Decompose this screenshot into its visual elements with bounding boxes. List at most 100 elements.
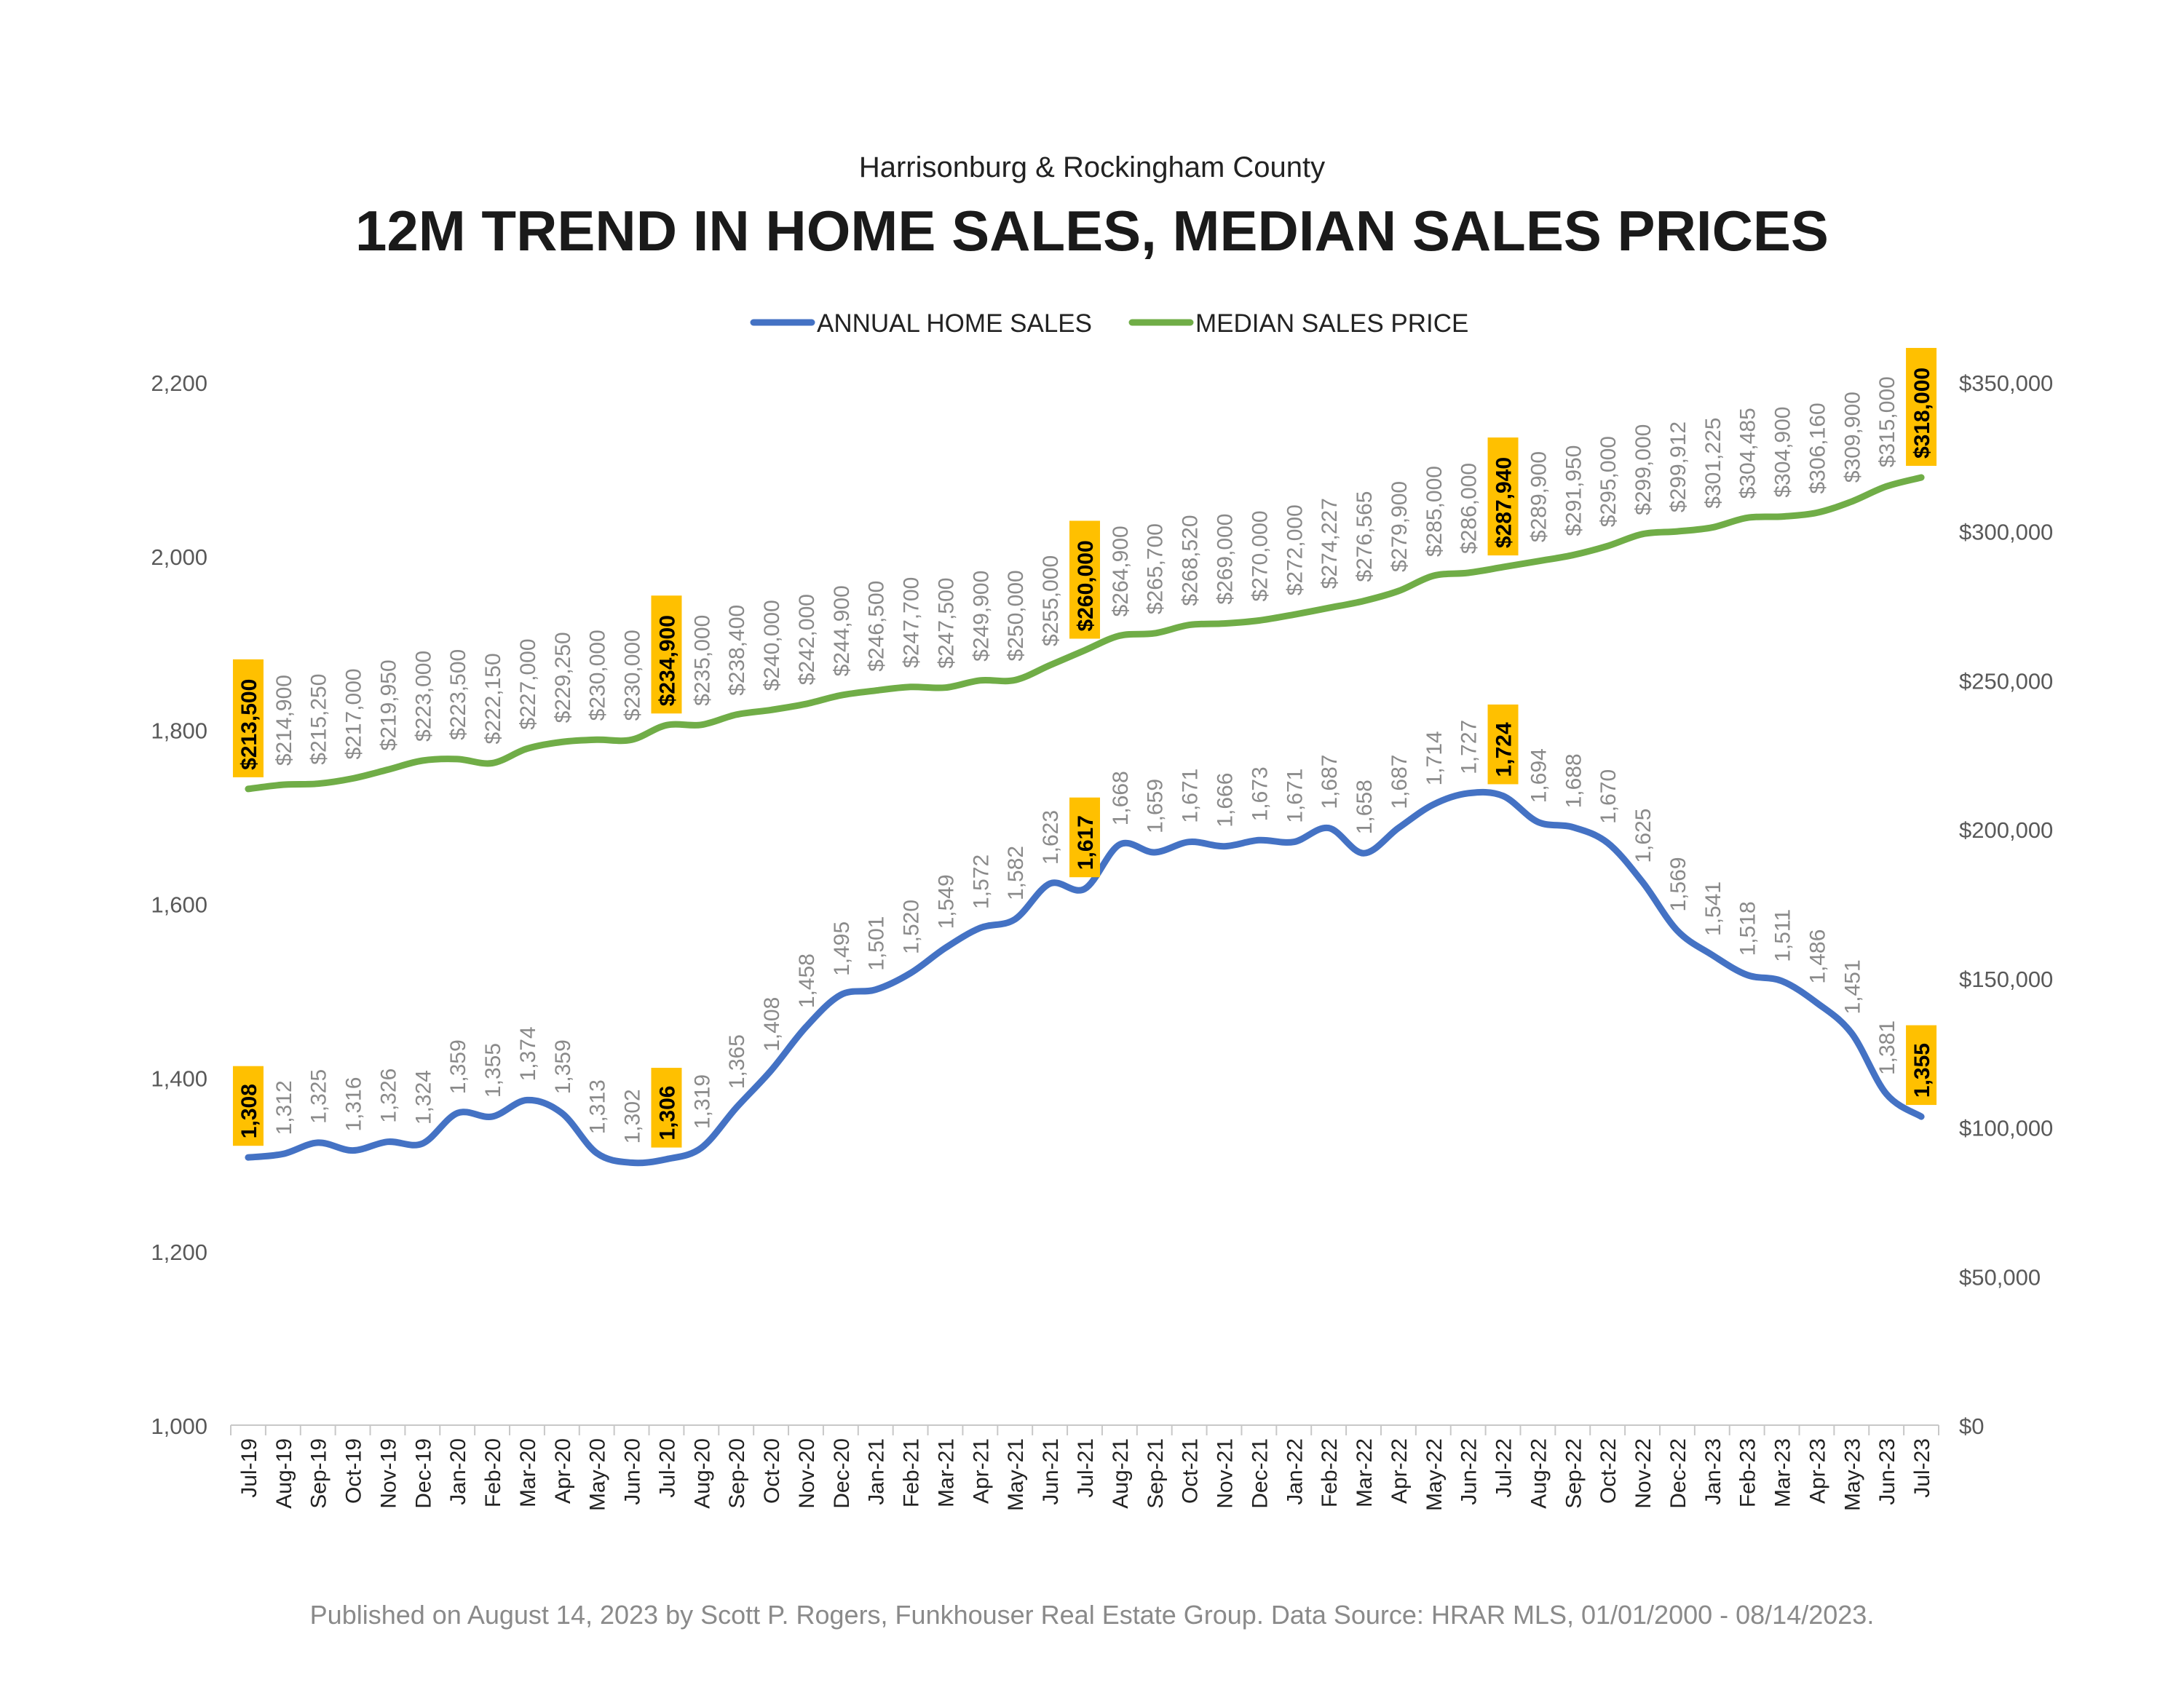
- price-data-label: $260,000: [1074, 540, 1098, 631]
- price-data-label: $287,940: [1492, 457, 1516, 548]
- sales-highlight-box: [651, 1068, 682, 1148]
- price-data-label: $276,565: [1353, 491, 1377, 582]
- sales-data-label: 1,541: [1701, 881, 1725, 936]
- x-tick-label: Nov-19: [376, 1438, 400, 1509]
- sales-data-label: 1,451: [1840, 959, 1864, 1014]
- price-data-label: $247,700: [900, 577, 924, 668]
- sales-data-label: 1,313: [586, 1079, 610, 1134]
- sales-data-label: 1,569: [1666, 857, 1690, 911]
- price-data-label: $234,900: [655, 615, 679, 706]
- price-data-label: $229,250: [551, 632, 575, 723]
- price-data-label: $230,000: [586, 630, 610, 721]
- x-tick-label: May-20: [586, 1438, 610, 1511]
- price-data-label: $295,000: [1597, 436, 1621, 527]
- price-highlight-box: [1487, 437, 1519, 556]
- price-data-label: $306,160: [1805, 403, 1829, 493]
- x-tick-label: Sep-22: [1562, 1438, 1586, 1509]
- sales-data-label: 1,520: [900, 900, 924, 954]
- sales-data-label: 1,312: [272, 1080, 296, 1135]
- sales-data-label: 1,325: [307, 1069, 331, 1124]
- x-tick-label: Jun-23: [1875, 1438, 1899, 1505]
- price-highlight-box: [1906, 348, 1937, 467]
- x-tick-label: Oct-22: [1597, 1438, 1621, 1504]
- price-data-label: $268,520: [1179, 515, 1203, 606]
- x-tick-label: Jun-22: [1457, 1438, 1481, 1505]
- legend: ANNUAL HOME SALES MEDIAN SALES PRICE: [750, 309, 1468, 338]
- sales-data-label: 1,326: [376, 1069, 400, 1123]
- sales-data-label: 1,324: [411, 1070, 435, 1125]
- sales-data-label: 1,374: [516, 1026, 540, 1081]
- price-data-label: $230,000: [621, 630, 645, 721]
- sales-data-label: 1,673: [1248, 766, 1272, 821]
- price-data-label: $214,900: [272, 675, 296, 766]
- sales-data-label: 1,381: [1875, 1020, 1899, 1075]
- price-data-label: $223,000: [411, 651, 435, 742]
- sales-data-label: 1,306: [655, 1086, 679, 1141]
- x-tick-label: Jul-19: [237, 1438, 261, 1498]
- price-data-label: $242,000: [795, 594, 819, 685]
- y-left-tick-label: 2,000: [151, 544, 207, 570]
- price-data-label: $244,900: [830, 585, 854, 676]
- y-left-tick-label: 1,800: [151, 718, 207, 744]
- x-tick-label: Aug-19: [272, 1438, 296, 1509]
- price-data-label: $222,150: [481, 653, 505, 744]
- price-data-label: $299,000: [1631, 424, 1655, 515]
- sales-data-label: 1,671: [1179, 769, 1203, 823]
- price-data-label: $240,000: [760, 600, 784, 691]
- series-lines: [245, 474, 1925, 1167]
- x-tick-label: Aug-20: [690, 1438, 714, 1509]
- sales-data-label: 1,319: [690, 1074, 714, 1129]
- sales-data-label: 1,302: [621, 1089, 645, 1143]
- x-tick-label: Apr-20: [551, 1438, 575, 1504]
- x-tick-label: Jun-20: [621, 1438, 645, 1505]
- sales-data-label: 1,359: [446, 1039, 470, 1094]
- y-right-tick-label: $250,000: [1959, 668, 2053, 694]
- sales-data-label: 1,625: [1631, 809, 1655, 863]
- y-right-tick-label: $300,000: [1959, 520, 2053, 545]
- x-tick-label: Mar-22: [1353, 1438, 1377, 1507]
- x-tick-label: Nov-22: [1631, 1438, 1655, 1509]
- x-tick-label: Jul-23: [1910, 1438, 1934, 1498]
- sales-data-label: 1,671: [1283, 769, 1307, 823]
- x-tick-label: Sep-21: [1144, 1438, 1168, 1509]
- sales-highlight-box: [232, 1066, 264, 1146]
- sales-data-label: 1,316: [342, 1077, 366, 1132]
- y-right-tick-label: $100,000: [1959, 1116, 2053, 1141]
- price-data-label: $227,000: [516, 638, 540, 729]
- price-data-label: $264,900: [1109, 526, 1133, 616]
- price-data-label: $255,000: [1039, 555, 1063, 646]
- sales-data-label: 1,549: [934, 874, 958, 929]
- x-tick-label: Mar-21: [934, 1438, 958, 1507]
- price-data-label: $274,227: [1318, 498, 1342, 589]
- price-data-label: $217,000: [342, 668, 366, 759]
- price-data-label: $291,950: [1562, 445, 1586, 536]
- y-right-tick-label: $150,000: [1959, 967, 2053, 992]
- price-data-label: $265,700: [1144, 523, 1168, 614]
- price-data-label: $270,000: [1248, 510, 1272, 601]
- sales-data-label: 1,501: [865, 916, 889, 971]
- sales-data-label: 1,365: [725, 1034, 749, 1089]
- sales-data-label: 1,688: [1562, 753, 1586, 808]
- price-highlight-box: [1069, 520, 1100, 639]
- sales-data-label: 1,714: [1423, 731, 1447, 785]
- price-data-label: $269,000: [1214, 513, 1238, 604]
- chart-subtitle: Harrisonburg & Rockingham County: [858, 151, 1326, 183]
- x-tick-label: Oct-21: [1179, 1438, 1203, 1504]
- x-tick-label: Aug-22: [1527, 1438, 1551, 1509]
- x-tick-label: Dec-19: [411, 1438, 435, 1509]
- sales-data-label: 1,724: [1492, 722, 1516, 777]
- price-data-label: $315,000: [1875, 376, 1899, 467]
- x-tick-label: Feb-21: [900, 1438, 924, 1507]
- price-data-label: $304,900: [1771, 407, 1795, 498]
- sales-data-label: 1,518: [1736, 901, 1760, 956]
- series-line-annual-home-sales: [245, 788, 1925, 1167]
- x-tick-label: Nov-20: [795, 1438, 819, 1509]
- y-right-tick-label: $50,000: [1959, 1264, 2041, 1290]
- price-data-label: $249,900: [969, 571, 993, 662]
- x-tick-label: May-22: [1423, 1438, 1447, 1511]
- x-tick-label: Jun-21: [1039, 1438, 1063, 1505]
- x-tick-label: Dec-21: [1248, 1438, 1272, 1509]
- x-tick-label: Oct-19: [342, 1438, 366, 1504]
- x-tick-label: Nov-21: [1214, 1438, 1238, 1509]
- sales-data-label: 1,359: [551, 1039, 575, 1094]
